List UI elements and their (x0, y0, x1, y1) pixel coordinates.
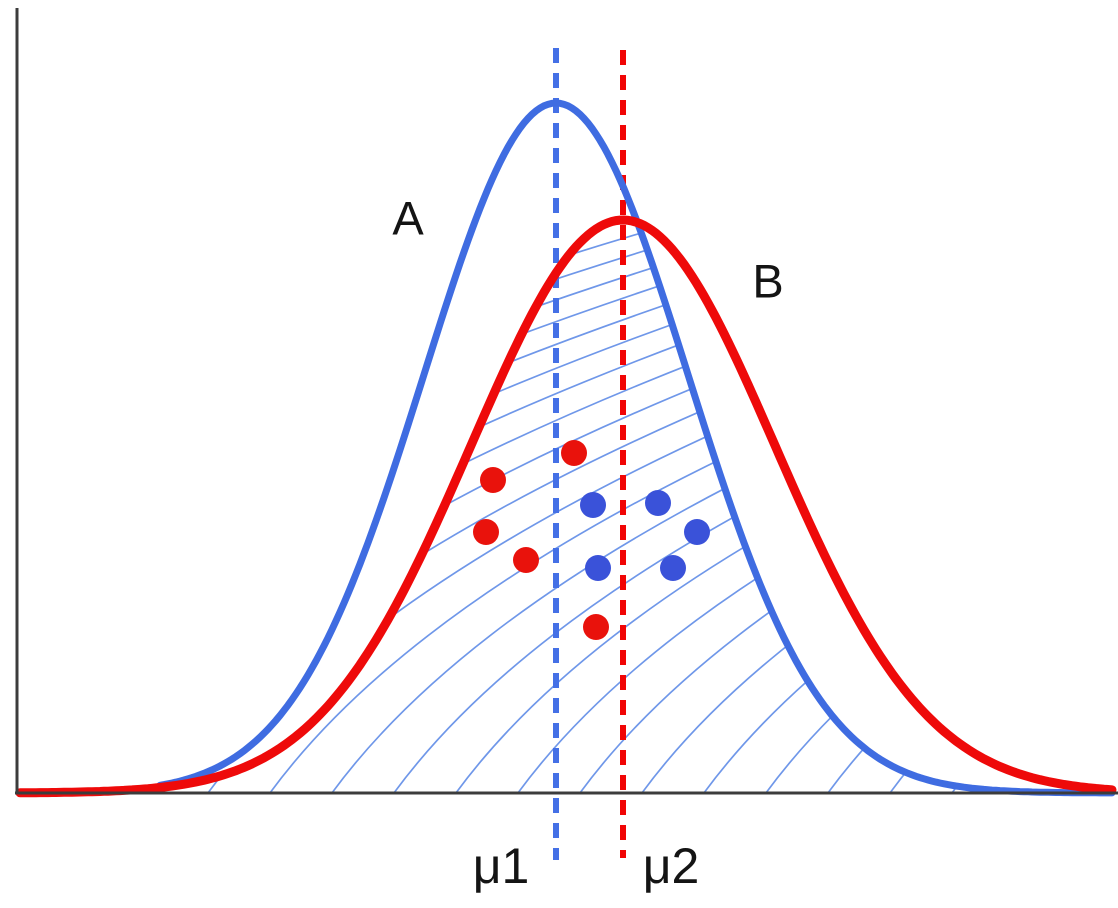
mu2-label: μ2 (643, 838, 700, 894)
blue-data-point (660, 555, 686, 581)
hatch-line (110, 220, 1045, 793)
red-data-point (583, 614, 609, 640)
red-data-point (473, 519, 499, 545)
red-scatter-points (473, 440, 609, 640)
hatch-line (837, 220, 1045, 793)
mu1-label: μ1 (473, 838, 530, 894)
hatch-line (155, 220, 1045, 793)
hatch-line (589, 220, 1045, 793)
blue-scatter-points (580, 490, 710, 581)
hatch-line (110, 220, 929, 793)
blue-data-point (580, 492, 606, 518)
red-data-point (513, 547, 539, 573)
blue-data-point (585, 555, 611, 581)
blue-data-point (645, 490, 671, 516)
hatch-line (279, 220, 1045, 793)
hatch-line (110, 220, 1045, 793)
curve-b-red (15, 215, 1117, 798)
hatch-line (110, 220, 681, 793)
hatch-line (217, 220, 1045, 793)
hatch-line (775, 220, 1045, 793)
hatch-line (651, 220, 1045, 793)
curve-a-blue (156, 99, 1116, 797)
curve-a-label: A (392, 192, 424, 245)
red-data-point (480, 467, 506, 493)
hatch-line (110, 220, 805, 793)
blue-data-point (684, 519, 710, 545)
hatch-line (961, 220, 1045, 793)
hatch-line (713, 220, 1045, 793)
curve-b-label: B (752, 255, 783, 308)
red-data-point (561, 440, 587, 466)
